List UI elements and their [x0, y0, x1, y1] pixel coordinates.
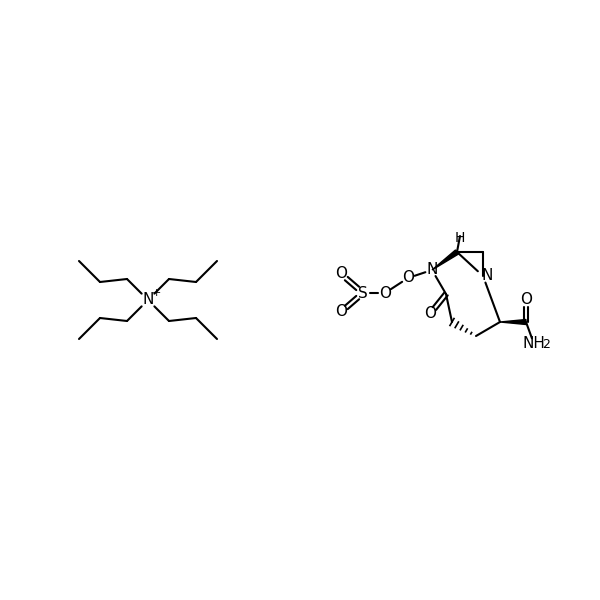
Text: O: O	[379, 286, 391, 301]
Text: H: H	[455, 231, 465, 245]
Text: O: O	[402, 271, 414, 286]
Text: N: N	[142, 292, 154, 307]
Text: 2: 2	[542, 337, 550, 350]
Text: O: O	[424, 307, 436, 322]
Text: O: O	[520, 292, 532, 307]
Polygon shape	[500, 319, 526, 325]
Text: N: N	[481, 269, 493, 283]
Text: O: O	[335, 304, 347, 319]
Text: NH: NH	[523, 337, 545, 352]
Polygon shape	[432, 250, 458, 270]
Text: +: +	[151, 288, 161, 298]
Text: S: S	[358, 286, 368, 301]
Text: O: O	[335, 266, 347, 281]
Text: N: N	[427, 263, 437, 277]
